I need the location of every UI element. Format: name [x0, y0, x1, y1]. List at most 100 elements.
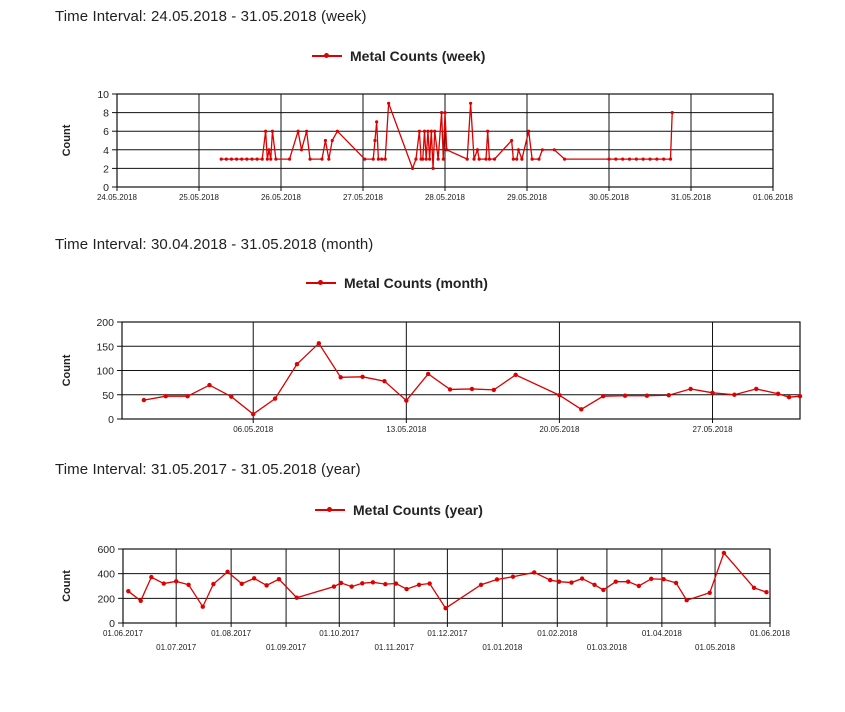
data-point: [648, 157, 652, 161]
data-point: [251, 576, 257, 581]
data-point: [265, 157, 269, 161]
y-axis-label: Count: [61, 124, 73, 156]
data-point: [469, 386, 475, 392]
data-point: [492, 157, 497, 161]
data-point: [294, 595, 299, 600]
year-interval-label: Time Interval: 31.05.2017 - 31.05.2018 (…: [55, 461, 361, 478]
week-legend: Metal Counts (week): [312, 48, 485, 64]
data-point: [335, 129, 339, 133]
x-tick-label: 01.02.2018: [537, 629, 578, 638]
y-axis-label: Count: [61, 570, 73, 602]
data-point: [530, 157, 534, 161]
data-point: [636, 583, 642, 589]
data-point: [445, 148, 449, 152]
data-point: [387, 101, 391, 105]
y-tick-label: 400: [97, 569, 115, 581]
y-axis-label: Count: [61, 354, 73, 386]
x-tick-label: 25.05.2018: [179, 193, 220, 202]
data-point: [478, 582, 484, 587]
data-point: [250, 157, 254, 161]
data-point: [229, 394, 234, 399]
x-tick-label: 01.09.2017: [266, 643, 307, 652]
data-point: [305, 129, 309, 133]
y-tick-label: 6: [103, 126, 109, 138]
data-point: [441, 157, 445, 161]
data-point: [670, 111, 674, 115]
x-tick-label: 01.06.2018: [750, 629, 791, 638]
data-point: [673, 580, 679, 586]
data-point: [383, 581, 388, 587]
month-interval-label: Time Interval: 30.04.2018 - 31.05.2018 (…: [55, 236, 374, 253]
data-point: [622, 393, 628, 398]
data-point: [569, 580, 574, 585]
data-point: [382, 378, 387, 384]
x-tick-label: 20.05.2018: [539, 425, 580, 434]
data-point: [732, 392, 737, 397]
x-tick-label: 13.05.2018: [386, 425, 427, 434]
data-point: [370, 580, 376, 585]
data-point: [614, 157, 618, 161]
data-point: [477, 157, 481, 161]
data-point: [245, 157, 249, 161]
data-point: [200, 604, 205, 609]
series-line: [143, 342, 801, 415]
plot-frame: [121, 321, 801, 420]
data-point: [510, 138, 514, 143]
data-point: [764, 589, 769, 595]
x-tick-label: 01.03.2018: [587, 643, 628, 652]
data-point: [138, 598, 143, 603]
data-point: [264, 129, 268, 133]
data-point: [513, 372, 518, 378]
data-point: [330, 138, 334, 143]
data-point: [443, 606, 448, 611]
data-point: [320, 157, 324, 161]
x-tick-label: 06.05.2018: [233, 425, 274, 434]
week-interval-label: Time Interval: 24.05.2018 - 31.05.2018 (…: [55, 8, 367, 25]
data-point: [661, 577, 666, 582]
data-point: [684, 597, 689, 603]
data-point: [274, 157, 278, 161]
data-point: [634, 157, 638, 161]
data-point: [416, 582, 422, 587]
data-point: [484, 157, 488, 161]
data-point: [600, 394, 606, 399]
data-point: [510, 574, 516, 579]
data-point: [520, 157, 524, 161]
data-point: [797, 394, 803, 399]
data-point: [775, 391, 781, 396]
data-point: [641, 157, 645, 161]
x-tick-label: 01.12.2017: [427, 629, 468, 638]
data-point: [424, 157, 428, 161]
month-legend-label: Metal Counts (month): [344, 275, 488, 291]
data-point: [260, 157, 264, 161]
data-point: [751, 585, 757, 591]
y-tick-label: 4: [103, 145, 109, 157]
data-point: [255, 157, 259, 161]
y-tick-label: 100: [96, 366, 114, 378]
y-tick-label: 200: [97, 593, 115, 605]
data-point: [267, 148, 271, 152]
data-point: [537, 157, 541, 161]
data-point: [516, 148, 521, 152]
y-tick-label: 600: [97, 544, 115, 556]
month-legend-swatch-icon: [306, 280, 336, 285]
data-point: [173, 579, 179, 584]
data-point: [655, 157, 659, 161]
x-tick-label: 01.04.2018: [642, 629, 683, 638]
data-point: [383, 157, 387, 161]
data-point: [487, 157, 492, 161]
data-point: [296, 129, 300, 133]
data-point: [422, 129, 427, 133]
data-point: [287, 157, 292, 161]
data-point: [269, 157, 273, 161]
data-point: [299, 148, 304, 152]
data-point: [163, 394, 168, 399]
data-point: [613, 579, 618, 584]
data-point: [272, 396, 278, 401]
data-point: [469, 101, 473, 105]
data-point: [447, 387, 453, 392]
data-point: [331, 584, 337, 589]
data-point: [141, 397, 147, 403]
y-tick-label: 10: [97, 89, 109, 101]
data-point: [276, 577, 282, 582]
